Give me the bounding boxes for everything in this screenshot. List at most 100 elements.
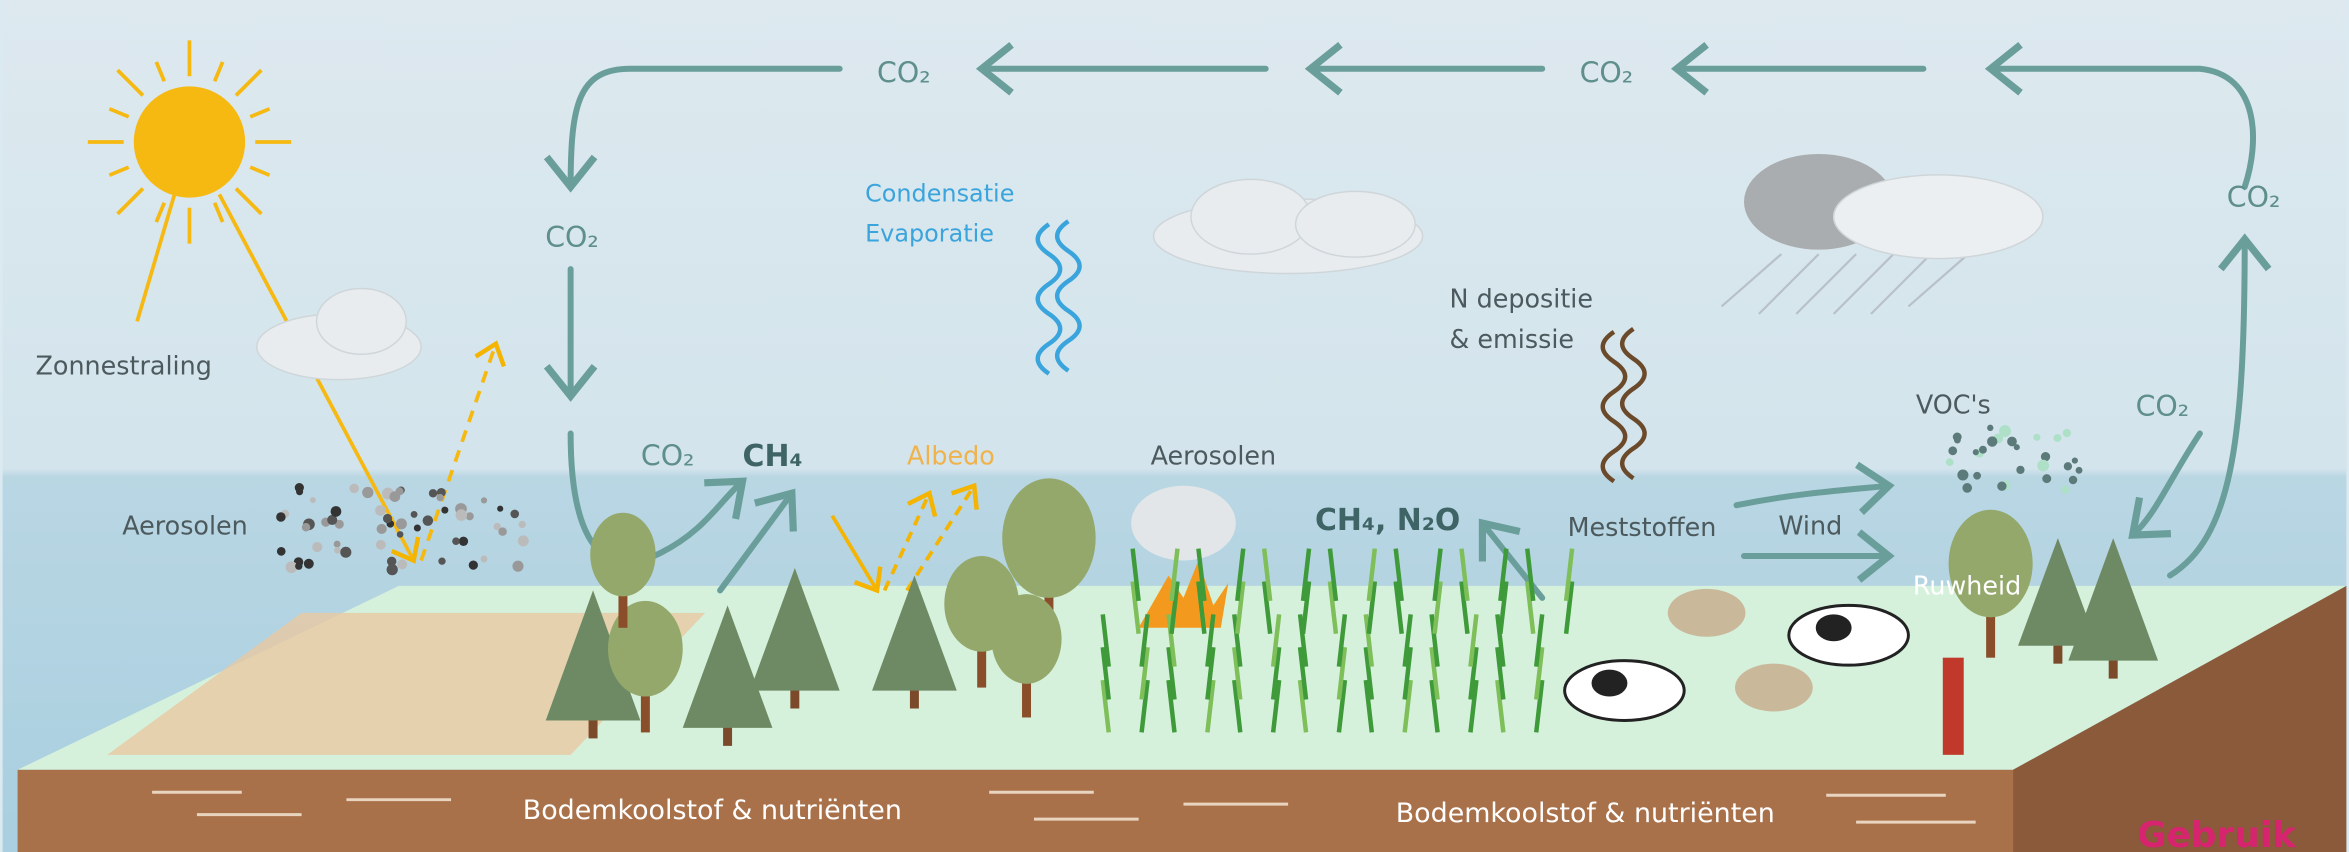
dot bbox=[397, 531, 404, 538]
dot bbox=[304, 559, 314, 569]
crown bbox=[1949, 510, 2033, 618]
dot bbox=[2016, 466, 2024, 474]
dot bbox=[302, 523, 310, 531]
cow-spot bbox=[1592, 670, 1628, 697]
dot bbox=[452, 537, 460, 545]
dot bbox=[512, 561, 523, 572]
dot bbox=[2076, 467, 2083, 474]
label: VOC's bbox=[1916, 390, 1991, 420]
dot bbox=[1987, 436, 1997, 446]
dot bbox=[2033, 434, 2040, 441]
dot bbox=[1962, 483, 1972, 493]
dot bbox=[1973, 472, 1981, 480]
dot bbox=[2069, 476, 2077, 484]
dot bbox=[295, 562, 302, 569]
dot bbox=[383, 514, 392, 523]
lumberjack bbox=[1943, 658, 1964, 755]
dot bbox=[2042, 474, 2051, 483]
dot bbox=[2061, 486, 2069, 494]
dot bbox=[429, 489, 437, 497]
label: CH₄, N₂O bbox=[1315, 503, 1460, 538]
trunk bbox=[2109, 658, 2118, 679]
dot bbox=[334, 541, 341, 548]
dot bbox=[376, 540, 386, 550]
dot bbox=[387, 564, 398, 575]
dot bbox=[377, 524, 387, 534]
label: Gebruik bbox=[2137, 815, 2297, 852]
label: CO₂ bbox=[545, 221, 599, 254]
dot bbox=[1973, 449, 1979, 455]
dot bbox=[456, 509, 468, 521]
dot bbox=[334, 547, 341, 554]
dot bbox=[498, 527, 506, 535]
dot bbox=[437, 494, 444, 501]
dot bbox=[438, 558, 445, 565]
crown bbox=[991, 594, 1061, 684]
dot bbox=[2037, 460, 2049, 472]
trunk bbox=[723, 725, 732, 746]
trunk bbox=[910, 688, 919, 709]
label: Meststoffen bbox=[1568, 512, 1717, 542]
trunk bbox=[2053, 643, 2062, 664]
dot bbox=[331, 506, 342, 517]
sheep bbox=[1668, 589, 1746, 637]
dot bbox=[2063, 429, 2071, 437]
label: CO₂ bbox=[2227, 181, 2281, 214]
dot bbox=[1957, 469, 1968, 480]
cow bbox=[1789, 605, 1909, 665]
dot bbox=[1946, 458, 1954, 466]
label: Albedo bbox=[907, 440, 995, 470]
sheep bbox=[1735, 664, 1813, 712]
dot bbox=[1987, 425, 1993, 431]
trunk bbox=[790, 688, 799, 709]
dot bbox=[2053, 434, 2061, 442]
dot bbox=[1948, 446, 1957, 455]
label: Evaporatie bbox=[865, 220, 994, 248]
dot bbox=[481, 497, 487, 503]
label: Condensatie bbox=[865, 179, 1014, 207]
dot bbox=[441, 507, 448, 514]
dot bbox=[349, 484, 359, 494]
dot bbox=[2007, 437, 2017, 447]
label: Bodemkoolstof & nutriënten bbox=[523, 795, 902, 826]
dot bbox=[518, 535, 529, 546]
cow bbox=[1565, 661, 1685, 721]
dot bbox=[1954, 437, 1961, 444]
dot bbox=[396, 487, 404, 495]
label: CO₂ bbox=[877, 57, 931, 90]
dot bbox=[2072, 458, 2078, 464]
dot bbox=[2064, 462, 2072, 470]
label: Bodemkoolstof & nutriënten bbox=[1396, 798, 1775, 829]
dot bbox=[296, 488, 303, 495]
label: Aerosolen bbox=[1151, 440, 1277, 470]
dot bbox=[276, 512, 285, 521]
label: CO₂ bbox=[2136, 390, 2190, 423]
crown bbox=[1002, 478, 1095, 598]
dot bbox=[411, 511, 418, 518]
label: N depositie bbox=[1450, 283, 1593, 313]
label: & emissie bbox=[1450, 324, 1574, 354]
label: Ruwheid bbox=[1913, 570, 2021, 600]
dot bbox=[519, 521, 526, 528]
dot bbox=[375, 505, 386, 516]
dot bbox=[1997, 481, 2006, 490]
dot bbox=[481, 555, 488, 562]
dot bbox=[396, 518, 407, 529]
label: CO₂ bbox=[1580, 57, 1634, 90]
dot bbox=[397, 559, 407, 569]
label: Aerosolen bbox=[122, 511, 248, 541]
dot bbox=[469, 560, 478, 569]
label: CO₂ bbox=[641, 439, 695, 472]
dot bbox=[510, 510, 519, 519]
trunk bbox=[589, 717, 598, 738]
label: Wind bbox=[1778, 511, 1842, 541]
dot bbox=[362, 487, 373, 498]
dot bbox=[340, 547, 351, 558]
dot bbox=[459, 537, 468, 546]
dot bbox=[312, 542, 322, 552]
dot bbox=[423, 515, 434, 526]
dot bbox=[277, 547, 286, 556]
label: Zonnestraling bbox=[36, 351, 212, 381]
dot bbox=[414, 525, 421, 532]
dot bbox=[1979, 446, 1987, 454]
